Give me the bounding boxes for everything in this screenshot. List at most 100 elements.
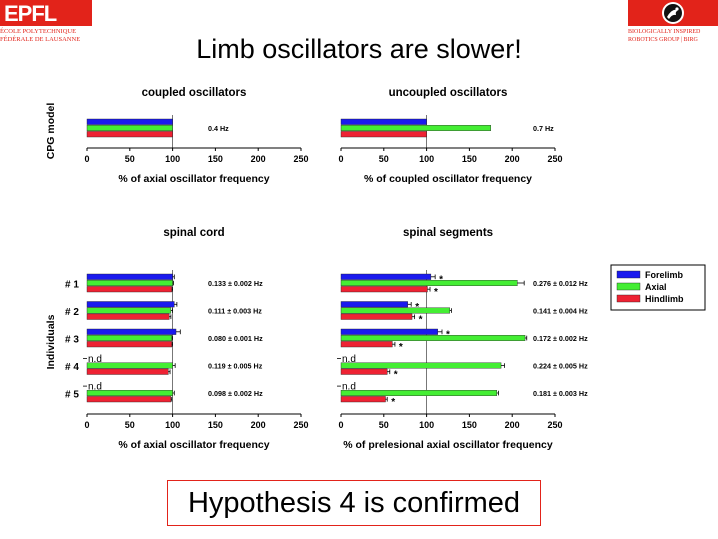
birg-logo: BIOLOGICALLY INSPIRED ROBOTICS GROUP | B… <box>628 0 718 48</box>
x-tick-label: 150 <box>462 420 477 430</box>
bar-axial <box>340 307 450 314</box>
epfl-logo-line1: ÉCOLE POLYTECHNIQUE <box>0 28 77 35</box>
epfl-logo: EPFL ÉCOLE POLYTECHNIQUE FÉDÉRALE DE LAU… <box>0 0 92 46</box>
epfl-logo-line2: FÉDÉRALE DE LAUSANNE <box>0 36 81 43</box>
x-tick-label: 0 <box>338 154 343 164</box>
frequency-annotation: 0.7 Hz <box>533 124 554 133</box>
bar-hindlimb <box>340 313 413 320</box>
legend-swatch-forelimb <box>616 270 641 279</box>
x-tick-label: 250 <box>547 420 562 430</box>
bar-hindlimb <box>86 286 172 293</box>
frequency-annotation: 0.141 ± 0.004 Hz <box>533 306 588 315</box>
birg-logo-line2: ROBOTICS GROUP | BIRG <box>628 37 698 43</box>
significance-marker: * <box>394 370 398 381</box>
x-axis-label: % of coupled oscillator frequency <box>364 173 532 185</box>
x-tick-label: 50 <box>125 154 135 164</box>
x-tick-label: 100 <box>165 420 180 430</box>
chart-title: spinal cord <box>163 227 224 239</box>
x-tick-label: 200 <box>251 154 266 164</box>
bar-hindlimb <box>86 341 172 348</box>
birg-logo-line1: BIOLOGICALLY INSPIRED <box>628 29 701 35</box>
bar-axial <box>340 280 518 287</box>
x-tick-label: 150 <box>462 154 477 164</box>
chart-title: spinal segments <box>403 227 493 239</box>
x-tick-label: 0 <box>84 420 89 430</box>
significance-marker: * <box>399 342 403 353</box>
not-determined-label: n.d <box>88 382 102 393</box>
group-label: # 2 <box>65 307 79 318</box>
bar-hindlimb <box>340 368 388 375</box>
x-axis-label: % of axial oscillator frequency <box>118 439 269 451</box>
epfl-logo-mark: EPFL <box>4 1 57 26</box>
bar-axial <box>86 335 172 342</box>
bar-forelimb <box>86 328 177 335</box>
x-tick-label: 100 <box>419 420 434 430</box>
x-axis-label: % of prelesional axial oscillator freque… <box>343 439 553 451</box>
bar-forelimb <box>86 273 173 280</box>
x-tick-label: 50 <box>125 420 135 430</box>
bar-forelimb <box>86 301 175 308</box>
bar-hindlimb <box>86 396 172 403</box>
frequency-annotation: 0.276 ± 0.012 Hz <box>533 279 588 288</box>
chart-title: coupled oscillators <box>142 87 247 99</box>
legend-label-hindlimb: Hindlimb <box>645 294 684 304</box>
bar-axial <box>340 124 492 131</box>
group-label: # 3 <box>65 334 79 345</box>
x-tick-label: 200 <box>505 154 520 164</box>
x-tick-label: 250 <box>293 420 308 430</box>
group-label: # 5 <box>65 389 79 400</box>
frequency-annotation: 0.098 ± 0.002 Hz <box>208 389 263 398</box>
group-label: # 4 <box>65 362 79 373</box>
bar-forelimb <box>340 118 427 125</box>
y-axis-label: CPG model <box>45 103 57 160</box>
bar-hindlimb <box>340 286 428 293</box>
bar-forelimb <box>86 118 173 125</box>
bar-hindlimb <box>340 131 427 138</box>
bar-forelimb <box>340 273 432 280</box>
frequency-annotation: 0.4 Hz <box>208 124 229 133</box>
y-axis-label: Individuals <box>45 314 57 369</box>
significance-marker: * <box>391 397 395 408</box>
x-tick-label: 50 <box>379 420 389 430</box>
significance-marker: * <box>434 287 438 298</box>
x-axis-label: % of axial oscillator frequency <box>118 173 269 185</box>
legend-swatch-axial <box>616 282 641 291</box>
x-tick-label: 200 <box>505 420 520 430</box>
x-tick-label: 100 <box>165 154 180 164</box>
bar-axial <box>340 390 497 397</box>
legend-label-axial: Axial <box>645 282 667 292</box>
frequency-annotation: 0.080 ± 0.001 Hz <box>208 334 263 343</box>
x-tick-label: 0 <box>84 154 89 164</box>
group-label: # 1 <box>65 279 79 290</box>
not-determined-label: n.d <box>342 354 356 365</box>
bar-hindlimb <box>86 313 170 320</box>
bar-axial <box>340 335 526 342</box>
bar-axial <box>86 362 173 369</box>
slide-title: Limb oscillators are slower! <box>196 34 522 64</box>
x-tick-label: 0 <box>338 420 343 430</box>
not-determined-label: n.d <box>342 382 356 393</box>
legend-label-forelimb: Forelimb <box>645 270 684 280</box>
x-tick-label: 250 <box>293 154 308 164</box>
frequency-annotation: 0.181 ± 0.003 Hz <box>533 389 588 398</box>
frequency-annotation: 0.111 ± 0.003 Hz <box>208 306 262 315</box>
bar-axial <box>86 307 172 314</box>
legend: Forelimb Axial Hindlimb <box>610 264 706 311</box>
x-tick-label: 50 <box>379 154 389 164</box>
salamander-robot-icon <box>662 2 684 24</box>
chart-title: uncoupled oscillators <box>389 87 508 99</box>
bar-forelimb <box>340 301 408 308</box>
x-tick-label: 150 <box>208 154 223 164</box>
frequency-annotation: 0.224 ± 0.005 Hz <box>533 361 588 370</box>
bar-axial <box>86 280 173 287</box>
legend-swatch-hindlimb <box>616 294 641 303</box>
x-tick-label: 200 <box>251 420 266 430</box>
conclusion-box: Hypothesis 4 is confirmed <box>167 480 541 526</box>
bar-axial <box>86 124 173 131</box>
frequency-annotation: 0.119 ± 0.005 Hz <box>208 361 263 370</box>
bar-axial <box>340 362 502 369</box>
x-tick-label: 100 <box>419 154 434 164</box>
significance-marker: * <box>419 315 423 326</box>
bar-hindlimb <box>86 368 169 375</box>
